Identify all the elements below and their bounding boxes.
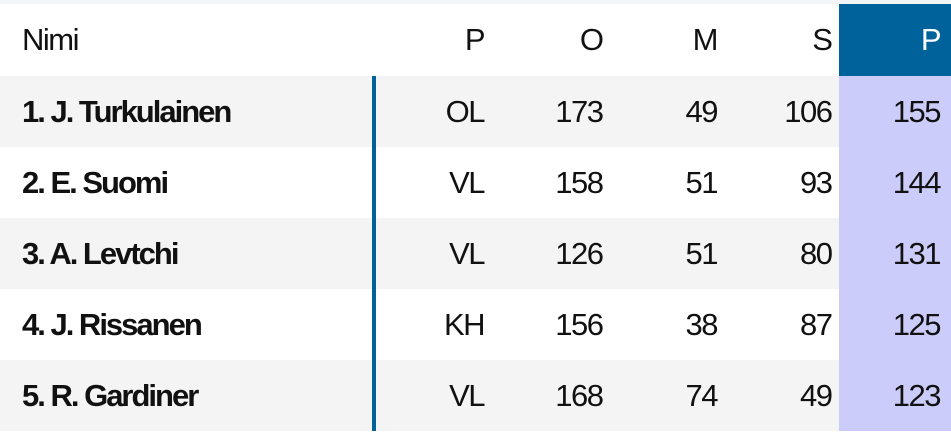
player-name: 1. J. Turkulainen	[0, 76, 374, 147]
stats-table: Nimi P O M S P 1. J. Turkulainen OL 173 49 1…	[0, 4, 951, 431]
goals: 74	[602, 360, 718, 431]
table-row: 4. J. Rissanen KH 156 38 87 125	[0, 289, 951, 360]
header-name[interactable]: Nimi	[22, 22, 79, 57]
goals: 51	[685, 164, 718, 200]
games-played: 168	[488, 360, 604, 431]
points: 123	[839, 360, 951, 431]
assists: 80	[716, 218, 840, 289]
player-name: 2. E. Suomi	[22, 164, 169, 200]
player-position: VL	[371, 147, 489, 218]
table-row: 3. A. Levtchi VL 126 51 80 131	[0, 218, 951, 289]
games-played: 126	[488, 218, 604, 289]
assists: 49	[716, 360, 840, 431]
player-position: VL	[371, 218, 489, 289]
top-strip	[0, 0, 951, 4]
player-name: 5. R. Gardiner	[0, 360, 374, 431]
games-played: 158	[555, 164, 604, 200]
header-assists[interactable]: S	[812, 22, 833, 57]
table-row: 2. E. Suomi VL 158 51 93 144	[0, 147, 951, 218]
header-row: Nimi P O M S P	[0, 4, 951, 76]
points: 125	[839, 289, 951, 360]
header-games[interactable]: O	[579, 22, 604, 57]
header-points[interactable]: P	[839, 4, 951, 76]
games-played: 156	[555, 306, 604, 342]
assists: 87	[799, 306, 833, 342]
table-row: 1. J. Turkulainen OL 173 49 106 155	[0, 76, 951, 147]
goals: 38	[685, 306, 718, 342]
header-goals[interactable]: M	[692, 22, 719, 57]
player-position: VL	[371, 360, 489, 431]
player-position: KH	[371, 289, 489, 360]
games-played: 173	[488, 76, 604, 147]
goals: 49	[602, 76, 718, 147]
points: 131	[839, 218, 951, 289]
assists: 106	[716, 76, 840, 147]
assists: 93	[799, 164, 833, 200]
points: 155	[839, 76, 951, 147]
points: 144	[839, 147, 951, 218]
goals: 51	[602, 218, 718, 289]
table-row: 5. R. Gardiner VL 168 74 49 123	[0, 360, 951, 431]
player-position: OL	[371, 76, 489, 147]
header-position[interactable]: P	[464, 22, 486, 57]
player-name: 3. A. Levtchi	[0, 218, 374, 289]
player-name: 4. J. Rissanen	[22, 306, 203, 342]
